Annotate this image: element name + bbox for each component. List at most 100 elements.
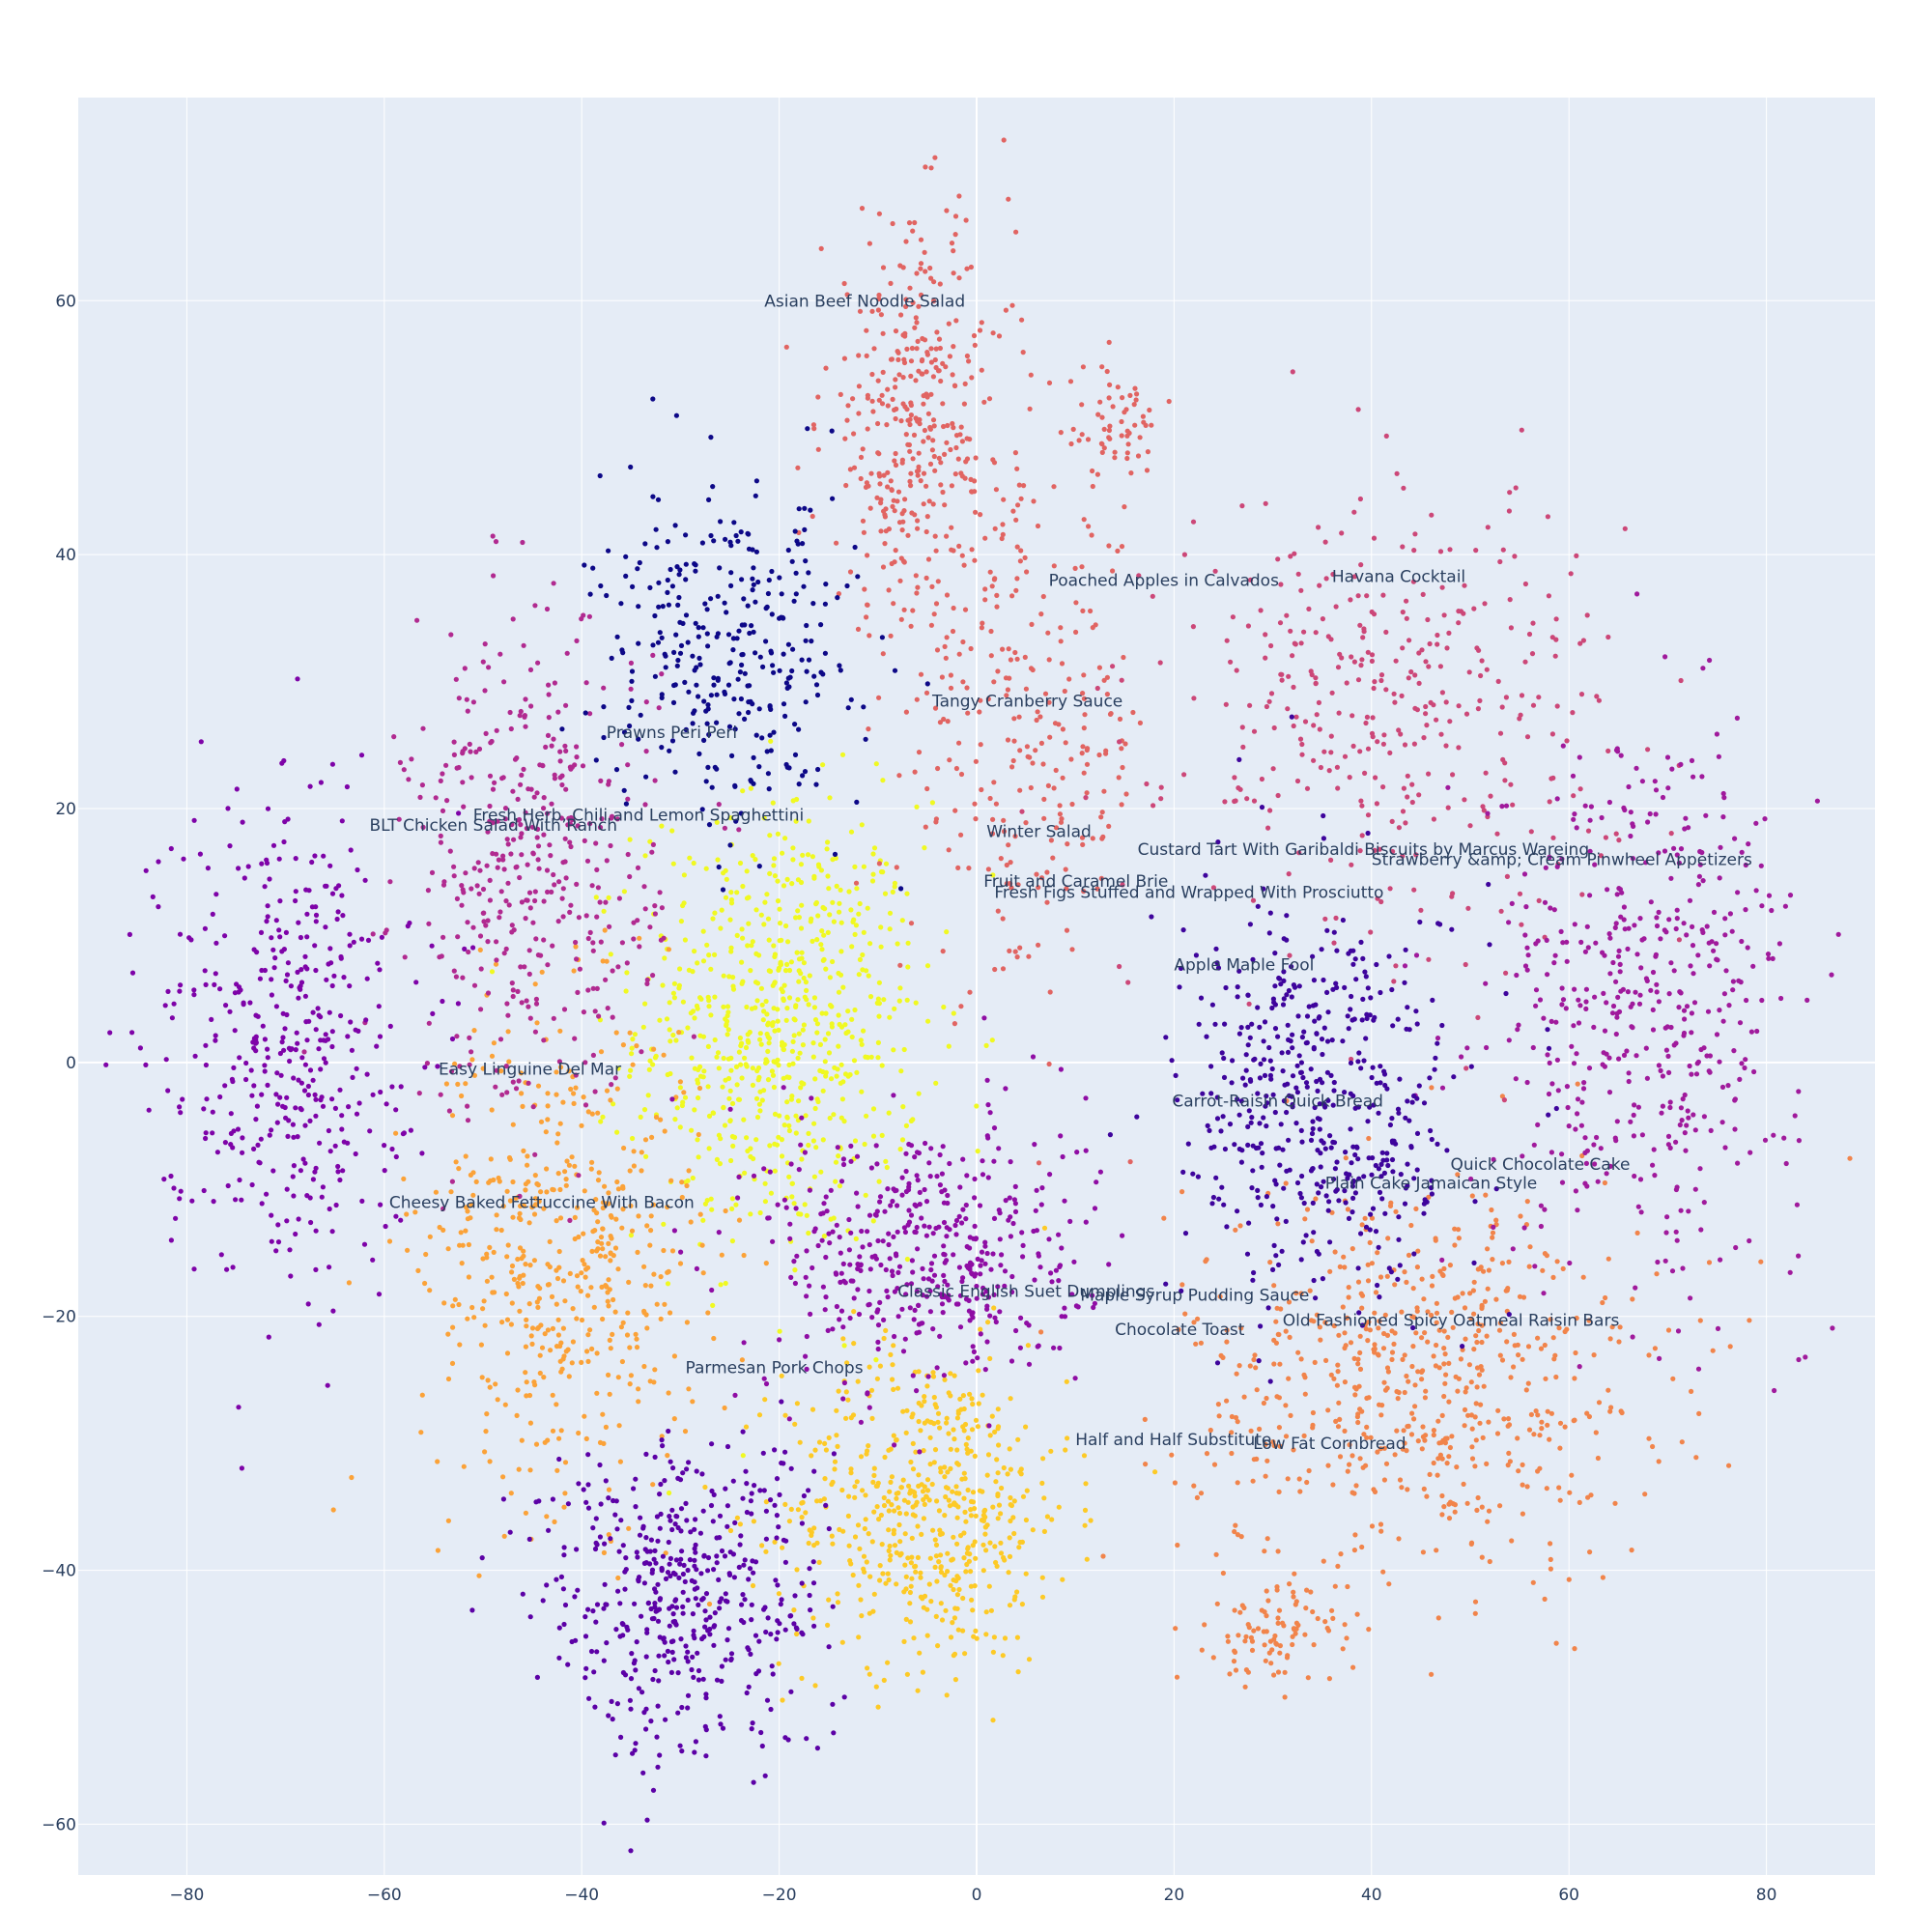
scatter-point (1030, 1054, 1037, 1060)
scatter-point (498, 889, 504, 895)
scatter-point (1036, 885, 1041, 891)
scatter-point (1653, 952, 1659, 957)
scatter-point (715, 1050, 722, 1056)
scatter-point (1503, 803, 1510, 809)
scatter-point (404, 1211, 410, 1217)
scatter-point (557, 1343, 563, 1350)
scatter-point (1104, 368, 1110, 375)
scatter-point (677, 1124, 683, 1130)
scatter-point (573, 1072, 579, 1078)
scatter-point (1485, 810, 1491, 816)
scatter-point (1120, 764, 1125, 771)
scatter-point (776, 1591, 782, 1597)
scatter-point (1396, 1536, 1402, 1542)
scatter-point (874, 1161, 880, 1167)
scatter-point (1358, 663, 1364, 668)
scatter-point (1046, 1236, 1052, 1242)
scatter-point (694, 1265, 700, 1271)
scatter-point (896, 773, 902, 779)
scatter-point (1365, 1338, 1371, 1344)
scatter-point (1482, 1298, 1488, 1304)
scatter-point (952, 1605, 958, 1611)
scatter-point (811, 1005, 818, 1010)
scatter-point (471, 1072, 477, 1078)
scatter-point (993, 1559, 999, 1566)
scatter-point (526, 1179, 531, 1184)
scatter-point (641, 1363, 647, 1370)
scatter-point (1351, 1355, 1357, 1361)
scatter-point (1400, 853, 1406, 859)
scatter-point (926, 498, 932, 504)
scatter-point (1465, 905, 1471, 911)
scatter-point (949, 483, 955, 489)
scatter-point (972, 478, 978, 484)
scatter-point (1346, 1294, 1351, 1300)
scatter-point (1387, 886, 1393, 892)
scatter-point (878, 1512, 885, 1519)
scatter-point (440, 1206, 446, 1211)
scatter-point (1652, 779, 1658, 784)
scatter-point (1381, 1379, 1387, 1385)
scatter-point (527, 905, 533, 911)
scatter-point (1519, 922, 1524, 927)
scatter-point (940, 401, 946, 407)
scatter-point (1310, 1425, 1316, 1431)
scatter-point (900, 1104, 906, 1110)
scatter-point (892, 508, 897, 514)
scatter-point (783, 1205, 789, 1210)
scatter-point (614, 1129, 620, 1135)
scatter-point (749, 1006, 755, 1011)
scatter-point (958, 1004, 964, 1009)
scatter-point (1286, 871, 1292, 877)
scatter-point (441, 1300, 447, 1306)
scatter-point (863, 484, 869, 490)
scatter-point (903, 709, 910, 715)
scatter-point (1635, 1204, 1641, 1209)
scatter-point (750, 853, 755, 859)
scatter-point (521, 1203, 527, 1208)
scatter-point (1731, 1048, 1737, 1054)
scatter-point (1554, 703, 1560, 709)
scatter-point (1412, 672, 1418, 678)
scatter-point (1433, 1237, 1438, 1243)
scatter-point (1249, 1647, 1256, 1653)
scatter-point (585, 1358, 591, 1364)
scatter-point (1687, 897, 1693, 903)
scatter-point (391, 734, 397, 740)
scatter-point (501, 1533, 507, 1539)
scatter-point (1427, 640, 1433, 647)
scatter-point (780, 850, 785, 856)
scatter-point (516, 816, 523, 823)
scatter-point (1350, 1453, 1355, 1459)
scatter-point (936, 1559, 942, 1565)
scatter-point (895, 941, 900, 947)
scatter-point (1381, 732, 1387, 738)
scatter-point (970, 1490, 977, 1495)
scatter-point (1460, 1291, 1465, 1296)
scatter-point (944, 1420, 950, 1426)
scatter-point (1636, 1001, 1643, 1007)
scatter-point (972, 1506, 978, 1512)
scatter-point (1421, 1486, 1427, 1492)
scatter-point (919, 358, 925, 364)
scatter-point (825, 929, 831, 936)
scatter-point (934, 1365, 940, 1371)
scatter-point (587, 821, 593, 827)
scatter-point (1471, 1347, 1477, 1352)
scatter-point (1194, 1494, 1200, 1500)
scatter-point (506, 902, 512, 908)
scatter-point (964, 1446, 970, 1452)
scatter-point (1434, 1320, 1439, 1325)
scatter-point (1637, 916, 1643, 922)
scatter-point (790, 845, 796, 851)
scatter-point (780, 1545, 785, 1550)
scatter-point (1435, 1456, 1441, 1462)
scatter-point (1044, 1514, 1050, 1520)
scatter-point (1060, 775, 1065, 781)
scatter-point (892, 1508, 897, 1514)
scatter-point (970, 1401, 976, 1407)
scatter-point (1650, 1027, 1657, 1033)
scatter-point (898, 1068, 904, 1074)
scatter-point (997, 1309, 1003, 1315)
scatter-point (886, 1241, 892, 1248)
